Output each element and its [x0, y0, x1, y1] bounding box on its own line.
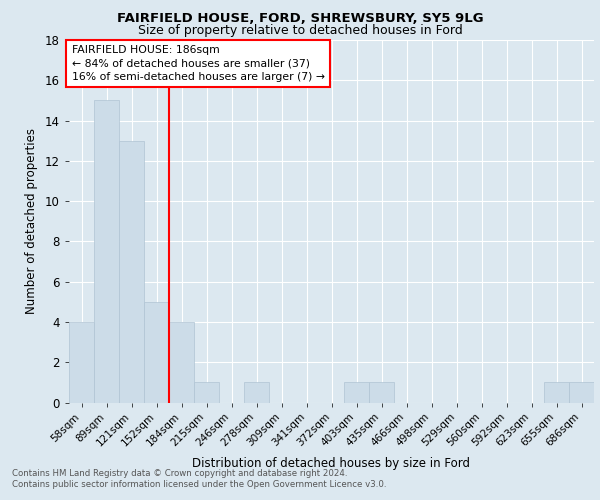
- Bar: [69, 322, 94, 402]
- Bar: [119, 140, 144, 402]
- Bar: [569, 382, 594, 402]
- Bar: [244, 382, 269, 402]
- Text: FAIRFIELD HOUSE: 186sqm
← 84% of detached houses are smaller (37)
16% of semi-de: FAIRFIELD HOUSE: 186sqm ← 84% of detache…: [71, 46, 325, 82]
- Text: Contains public sector information licensed under the Open Government Licence v3: Contains public sector information licen…: [12, 480, 386, 489]
- Y-axis label: Number of detached properties: Number of detached properties: [25, 128, 38, 314]
- Bar: [369, 382, 394, 402]
- Text: Size of property relative to detached houses in Ford: Size of property relative to detached ho…: [137, 24, 463, 37]
- Bar: [169, 322, 194, 402]
- Bar: [94, 100, 119, 403]
- Bar: [544, 382, 569, 402]
- Bar: [344, 382, 369, 402]
- X-axis label: Distribution of detached houses by size in Ford: Distribution of detached houses by size …: [193, 456, 470, 469]
- Bar: [194, 382, 219, 402]
- Text: FAIRFIELD HOUSE, FORD, SHREWSBURY, SY5 9LG: FAIRFIELD HOUSE, FORD, SHREWSBURY, SY5 9…: [116, 12, 484, 26]
- Bar: [144, 302, 169, 402]
- Text: Contains HM Land Registry data © Crown copyright and database right 2024.: Contains HM Land Registry data © Crown c…: [12, 468, 347, 477]
